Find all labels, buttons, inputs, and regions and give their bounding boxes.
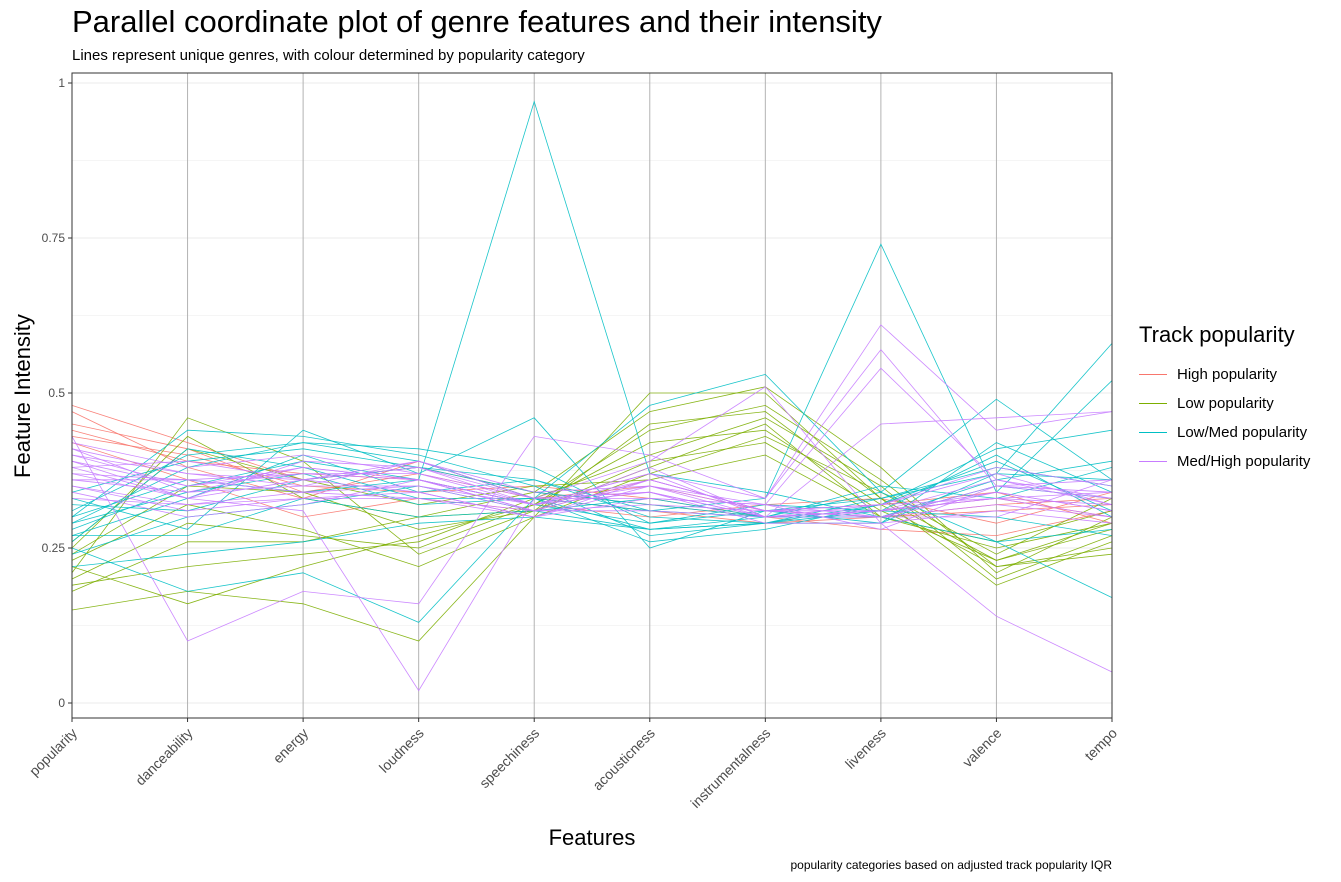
x-tick-label: instrumentalness xyxy=(687,725,773,811)
y-tick-label: 1 xyxy=(58,76,65,90)
legend-item-high: High popularity xyxy=(1139,360,1310,389)
x-tick-label: valence xyxy=(959,725,1005,771)
x-tick-label: popularity xyxy=(26,725,80,779)
legend-item-low: Low popularity xyxy=(1139,389,1310,418)
y-tick-label: 0 xyxy=(58,696,65,710)
x-tick-label: energy xyxy=(270,725,312,767)
legend-item-med-high: Med/High popularity xyxy=(1139,447,1310,476)
legend-key-low-med xyxy=(1139,432,1167,433)
x-tick-label: tempo xyxy=(1081,725,1120,764)
series-layer xyxy=(71,100,1113,692)
x-tick-label: danceability xyxy=(132,725,196,789)
legend-key-high xyxy=(1139,374,1167,375)
legend: Track popularity High popularity Low pop… xyxy=(1139,322,1310,476)
chart-subtitle: Lines represent unique genres, with colo… xyxy=(72,47,585,64)
legend-title: Track popularity xyxy=(1139,322,1295,347)
genre-line xyxy=(71,473,1113,518)
genre-line xyxy=(71,485,1113,518)
chart-title: Parallel coordinate plot of genre featur… xyxy=(72,4,882,39)
y-tick-label: 0.75 xyxy=(42,231,66,245)
genre-line xyxy=(71,473,1113,530)
y-tick-label: 0.5 xyxy=(48,386,65,400)
y-axis-title: Feature Intensity xyxy=(10,314,35,478)
grid-layer xyxy=(71,73,1113,718)
legend-label-low-med: Low/Med popularity xyxy=(1177,424,1308,441)
genre-line xyxy=(71,491,1113,623)
legend-label-high: High popularity xyxy=(1177,366,1278,383)
genre-line xyxy=(71,510,1113,567)
legend-item-low-med: Low/Med popularity xyxy=(1139,418,1310,447)
genre-line xyxy=(72,479,1113,518)
x-tick-label: acousticness xyxy=(589,725,658,794)
x-tick-label: speechiness xyxy=(476,725,542,791)
legend-key-med-high xyxy=(1139,461,1167,462)
x-tick-label: loudness xyxy=(376,725,427,776)
legend-key-low xyxy=(1139,403,1167,404)
genre-line xyxy=(71,324,1113,642)
genre-line xyxy=(71,448,1113,518)
chart-caption: popularity categories based on adjusted … xyxy=(790,858,1112,872)
panel-border xyxy=(71,72,1113,719)
x-axis-title: Features xyxy=(549,825,636,850)
legend-label-low: Low popularity xyxy=(1177,395,1274,412)
y-tick-label: 0.25 xyxy=(42,541,66,555)
genre-line xyxy=(71,392,1113,642)
genre-line xyxy=(71,417,1113,586)
x-tick-label: liveness xyxy=(842,725,889,772)
genre-line xyxy=(71,442,1113,592)
legend-label-med-high: Med/High popularity xyxy=(1177,453,1311,470)
